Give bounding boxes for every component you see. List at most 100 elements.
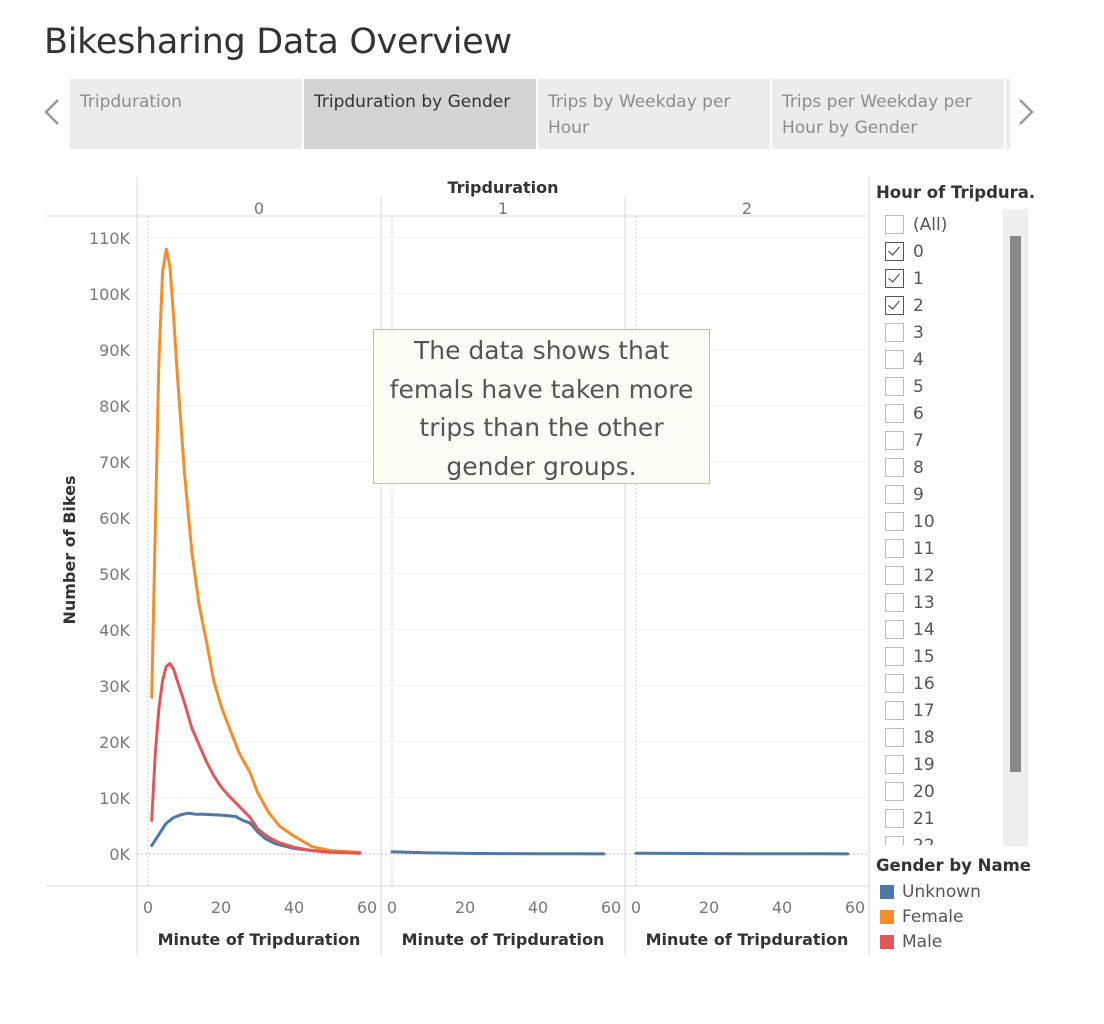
hour-filter-item[interactable]: (All) bbox=[885, 211, 947, 238]
hour-filter-label: 21 bbox=[913, 808, 935, 829]
hour-filter-checkbox[interactable] bbox=[885, 215, 904, 234]
hour-filter-item[interactable]: 7 bbox=[885, 427, 924, 454]
hour-filter-item[interactable]: 22 bbox=[885, 832, 935, 845]
legend-item[interactable]: Unknown bbox=[880, 881, 981, 903]
y-tick-label: 30K bbox=[99, 677, 130, 696]
hour-filter-item[interactable]: 13 bbox=[885, 589, 935, 616]
hour-filter-item[interactable]: 18 bbox=[885, 724, 935, 751]
hour-filter-item[interactable]: 16 bbox=[885, 670, 935, 697]
filter-scrollbar-thumb[interactable] bbox=[1010, 236, 1021, 772]
hour-filter-checkbox[interactable] bbox=[885, 593, 904, 612]
next-tab-button[interactable] bbox=[1014, 92, 1038, 132]
hour-filter-item[interactable]: 0 bbox=[885, 238, 924, 265]
hour-filter-item[interactable]: 14 bbox=[885, 616, 935, 643]
legend-item[interactable]: Female bbox=[880, 906, 963, 928]
hour-filter-item[interactable]: 19 bbox=[885, 751, 935, 778]
hour-filter-item[interactable]: 6 bbox=[885, 400, 924, 427]
y-tick-label: 0K bbox=[109, 845, 130, 864]
hour-filter-item[interactable]: 5 bbox=[885, 373, 924, 400]
hour-filter-item[interactable]: 10 bbox=[885, 508, 935, 535]
hour-filter-item[interactable]: 4 bbox=[885, 346, 924, 373]
tripduration-by-gender-chart: Tripduration 0K 10K 20K 30K 40K 50K 60K 70K 80K 90… bbox=[47, 177, 870, 955]
hour-filter-checkbox[interactable] bbox=[885, 323, 904, 342]
hour-filter-checkbox[interactable] bbox=[885, 269, 904, 288]
hour-filter-checkbox[interactable] bbox=[885, 242, 904, 261]
annotation-box: The data shows that femals have taken mo… bbox=[373, 329, 710, 484]
hour-filter-checkbox[interactable] bbox=[885, 539, 904, 558]
chevron-left-icon bbox=[44, 99, 59, 125]
hour-filter-item[interactable]: 1 bbox=[885, 265, 924, 292]
legend-item[interactable]: Male bbox=[880, 931, 942, 953]
legend-label: Male bbox=[902, 932, 943, 952]
hour-filter-checkbox[interactable] bbox=[885, 782, 904, 801]
hour-filter-label: 20 bbox=[913, 781, 935, 802]
hour-filter-list: (All)01234567891011121314151617181920212… bbox=[876, 208, 1028, 845]
chevron-right-icon bbox=[1019, 99, 1034, 125]
hour-filter-checkbox[interactable] bbox=[885, 620, 904, 639]
hour-filter-checkbox[interactable] bbox=[885, 566, 904, 585]
y-tick-label: 10K bbox=[99, 789, 130, 808]
hour-filter-label: 17 bbox=[913, 700, 935, 721]
hour-filter-checkbox[interactable] bbox=[885, 431, 904, 450]
series-line-unknown bbox=[390, 850, 606, 856]
hour-filter-checkbox[interactable] bbox=[885, 512, 904, 531]
panel-header-label: 1 bbox=[498, 199, 508, 218]
hour-filter-item[interactable]: 8 bbox=[885, 454, 924, 481]
tab-tripduration[interactable]: Tripduration bbox=[70, 79, 302, 149]
y-tick-label: 100K bbox=[89, 285, 131, 304]
hour-filter-label: 1 bbox=[913, 268, 924, 289]
x-axis-label: Minute of Tripduration bbox=[158, 930, 361, 949]
hour-filter-label: 9 bbox=[913, 484, 924, 505]
hour-filter-item[interactable]: 2 bbox=[885, 292, 924, 319]
legend-label: Female bbox=[902, 907, 964, 927]
hour-filter-label: 16 bbox=[913, 673, 935, 694]
hour-filter-label: 13 bbox=[913, 592, 935, 613]
hour-filter-label: 11 bbox=[913, 538, 935, 559]
series-line-unknown bbox=[634, 851, 850, 856]
hour-filter-item[interactable]: 21 bbox=[885, 805, 935, 832]
hour-filter-item[interactable]: 17 bbox=[885, 697, 935, 724]
hour-filter-item[interactable]: 15 bbox=[885, 643, 935, 670]
chart-grid bbox=[137, 216, 869, 886]
hour-filter-checkbox[interactable] bbox=[885, 377, 904, 396]
hour-filter-checkbox[interactable] bbox=[885, 296, 904, 315]
prev-tab-button[interactable] bbox=[40, 92, 64, 132]
legend-label: Unknown bbox=[902, 882, 981, 902]
hour-filter-checkbox[interactable] bbox=[885, 755, 904, 774]
y-tick-label: 110K bbox=[89, 229, 131, 248]
tab-trips-per-weekday-per-hour-by-gender[interactable]: Trips per Weekday per Hour by Gender bbox=[772, 79, 1004, 149]
hour-filter-checkbox[interactable] bbox=[885, 404, 904, 423]
y-tick-label: 50K bbox=[99, 565, 130, 584]
hour-filter-item[interactable]: 3 bbox=[885, 319, 924, 346]
series-line-unknown bbox=[150, 811, 362, 855]
column-header-title: Tripduration bbox=[447, 178, 558, 197]
hour-filter-checkbox[interactable] bbox=[885, 674, 904, 693]
tab-trips-by-weekday-per-hour[interactable]: Trips by Weekday per Hour bbox=[538, 79, 770, 149]
hour-filter-checkbox[interactable] bbox=[885, 809, 904, 828]
hour-filter-label: 18 bbox=[913, 727, 935, 748]
hour-filter-item[interactable]: 12 bbox=[885, 562, 935, 589]
x-tick-label: 60 bbox=[357, 898, 377, 917]
hour-filter-checkbox[interactable] bbox=[885, 836, 904, 845]
hour-filter-label: 2 bbox=[913, 295, 924, 316]
x-axis-label: Minute of Tripduration bbox=[402, 930, 605, 949]
hour-filter-checkbox[interactable] bbox=[885, 350, 904, 369]
hour-filter-checkbox[interactable] bbox=[885, 728, 904, 747]
chart-lines bbox=[150, 247, 850, 856]
hour-filter-checkbox[interactable] bbox=[885, 647, 904, 666]
hour-filter-item[interactable]: 9 bbox=[885, 481, 924, 508]
hour-filter-checkbox[interactable] bbox=[885, 701, 904, 720]
hour-filter-label: 12 bbox=[913, 565, 935, 586]
y-tick-label: 60K bbox=[99, 509, 130, 528]
x-tick-label: 20 bbox=[699, 898, 719, 917]
hour-filter-label: 14 bbox=[913, 619, 935, 640]
hour-filter-item[interactable]: 11 bbox=[885, 535, 935, 562]
x-axis-label: Minute of Tripduration bbox=[646, 930, 849, 949]
hour-filter-label: 19 bbox=[913, 754, 935, 775]
y-tick-label: 70K bbox=[99, 453, 130, 472]
hour-filter-checkbox[interactable] bbox=[885, 458, 904, 477]
tab-tripduration-by-gender[interactable]: Tripduration by Gender bbox=[304, 79, 536, 149]
hour-filter-checkbox[interactable] bbox=[885, 485, 904, 504]
y-tick-label: 80K bbox=[99, 397, 130, 416]
hour-filter-item[interactable]: 20 bbox=[885, 778, 935, 805]
